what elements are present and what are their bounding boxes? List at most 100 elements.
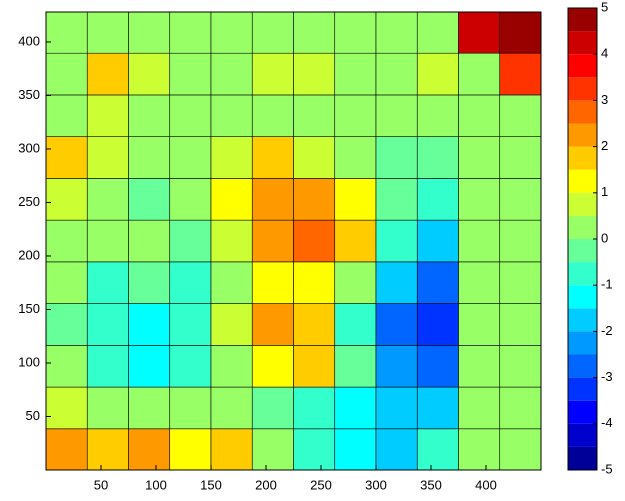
contour-cell [334, 178, 377, 221]
contour-cell [416, 94, 459, 137]
y-tick-label: 300 [18, 140, 40, 155]
contour-cell [499, 178, 542, 221]
contour-cell [251, 11, 294, 54]
contour-cell [499, 428, 542, 471]
contour-cell [334, 386, 377, 430]
contour-cell [499, 303, 542, 346]
contour-cell [251, 136, 294, 179]
plot-frame [45, 11, 542, 471]
contour-cell [169, 345, 212, 388]
contour-cell [416, 52, 459, 96]
colorbar-swatch [568, 123, 597, 147]
contour-cell [293, 386, 336, 430]
contour-cell [86, 219, 129, 263]
contour-cell [210, 178, 253, 221]
colorbar-swatch [568, 239, 597, 263]
contour-cell [210, 428, 253, 471]
contour-cell [334, 345, 377, 388]
contour-cell [499, 94, 542, 137]
colorbar-tick-label: 1 [601, 184, 608, 199]
contour-cell [499, 345, 542, 388]
contour-cell [458, 345, 501, 388]
contour-cell [169, 178, 212, 221]
contour-cell [375, 94, 418, 137]
contour-cell [293, 219, 336, 263]
contour-cell [334, 94, 377, 137]
contour-cell [128, 261, 171, 304]
contour-cell [86, 136, 129, 179]
contour-cell [416, 386, 459, 430]
contour-cell [45, 219, 88, 263]
colorbar-tick-label: -4 [601, 415, 613, 430]
contour-cell [210, 136, 253, 179]
colorbar-swatch [568, 262, 597, 286]
contour-cell [416, 303, 459, 346]
contour-cell [293, 11, 336, 54]
colorbar-swatch [568, 31, 597, 55]
contour-cell [128, 303, 171, 346]
contour-cell [169, 11, 212, 54]
x-tick-label: 100 [145, 477, 167, 492]
contour-cell [128, 136, 171, 179]
contour-cell [293, 94, 336, 137]
contour-cell [45, 11, 88, 54]
contour-cell [128, 428, 171, 471]
contour-cell [334, 303, 377, 346]
contour-cell [375, 303, 418, 346]
contour-cell [416, 428, 459, 471]
contour-cell [45, 52, 88, 96]
contour-cell [86, 428, 129, 471]
contour-cell [86, 94, 129, 137]
contour-cell [375, 52, 418, 96]
colorbar-tick-label: 2 [601, 138, 608, 153]
contour-cell [128, 386, 171, 430]
contour-cell [251, 386, 294, 430]
contour-cell [416, 261, 459, 304]
y-tick-label: 350 [18, 87, 40, 102]
contour-cell [251, 94, 294, 137]
contour-cell [499, 52, 542, 96]
x-tick-label: 350 [420, 477, 442, 492]
contour-cell [86, 52, 129, 96]
contour-cell [251, 178, 294, 221]
contour-cell [169, 136, 212, 179]
x-tick-label: 400 [475, 477, 497, 492]
contour-cell [293, 136, 336, 179]
contour-cell [334, 261, 377, 304]
contour-cell [251, 303, 294, 346]
contour-cell [458, 219, 501, 263]
contour-cell [375, 345, 418, 388]
contour-cell [293, 345, 336, 388]
contour-cell [169, 52, 212, 96]
colorbar-tick-label: -2 [601, 323, 613, 338]
x-tick-label: 300 [365, 477, 387, 492]
x-tick-label: 250 [310, 477, 332, 492]
contour-cell [86, 261, 129, 304]
y-tick-label: 150 [18, 301, 40, 316]
contour-cell [86, 303, 129, 346]
colorbar-swatch [568, 423, 597, 447]
contour-cell [499, 219, 542, 263]
contour-cell [293, 261, 336, 304]
colorbar-swatch [568, 100, 597, 124]
contour-cell [251, 261, 294, 304]
colorbar-tick-label: 4 [601, 46, 608, 61]
colorbar-swatch [568, 285, 597, 309]
contour-cell [169, 428, 212, 471]
contour-cell [210, 11, 253, 54]
contour-cell [45, 261, 88, 304]
contour-cell [499, 11, 542, 54]
contour-cell [128, 94, 171, 137]
contour-cell [458, 428, 501, 471]
contour-cell [334, 428, 377, 471]
y-tick-label: 50 [26, 408, 40, 423]
contour-cell [128, 345, 171, 388]
contour-cell [128, 178, 171, 221]
contour-cell [251, 345, 294, 388]
x-tick-label: 150 [200, 477, 222, 492]
colorbar-swatch [568, 308, 597, 332]
colorbar-swatch [568, 354, 597, 378]
contour-cell [416, 136, 459, 179]
contour-cell [416, 178, 459, 221]
